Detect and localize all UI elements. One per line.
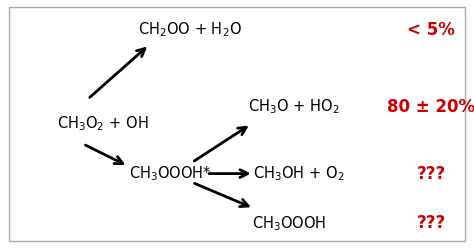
Text: < 5%: < 5% — [407, 21, 456, 39]
Text: CH$_3$O + HO$_2$: CH$_3$O + HO$_2$ — [248, 97, 339, 116]
Text: CH$_3$OOOH: CH$_3$OOOH — [252, 214, 326, 233]
Text: 80 ± 20%: 80 ± 20% — [387, 98, 474, 116]
Text: CH$_3$OOOH*: CH$_3$OOOH* — [129, 164, 212, 183]
Text: ???: ??? — [417, 165, 446, 183]
Text: ???: ??? — [417, 214, 446, 232]
Text: CH$_3$O$_2$ + OH: CH$_3$O$_2$ + OH — [57, 115, 148, 133]
Text: CH$_2$OO + H$_2$O: CH$_2$OO + H$_2$O — [138, 20, 241, 39]
Text: CH$_3$OH + O$_2$: CH$_3$OH + O$_2$ — [253, 164, 344, 183]
